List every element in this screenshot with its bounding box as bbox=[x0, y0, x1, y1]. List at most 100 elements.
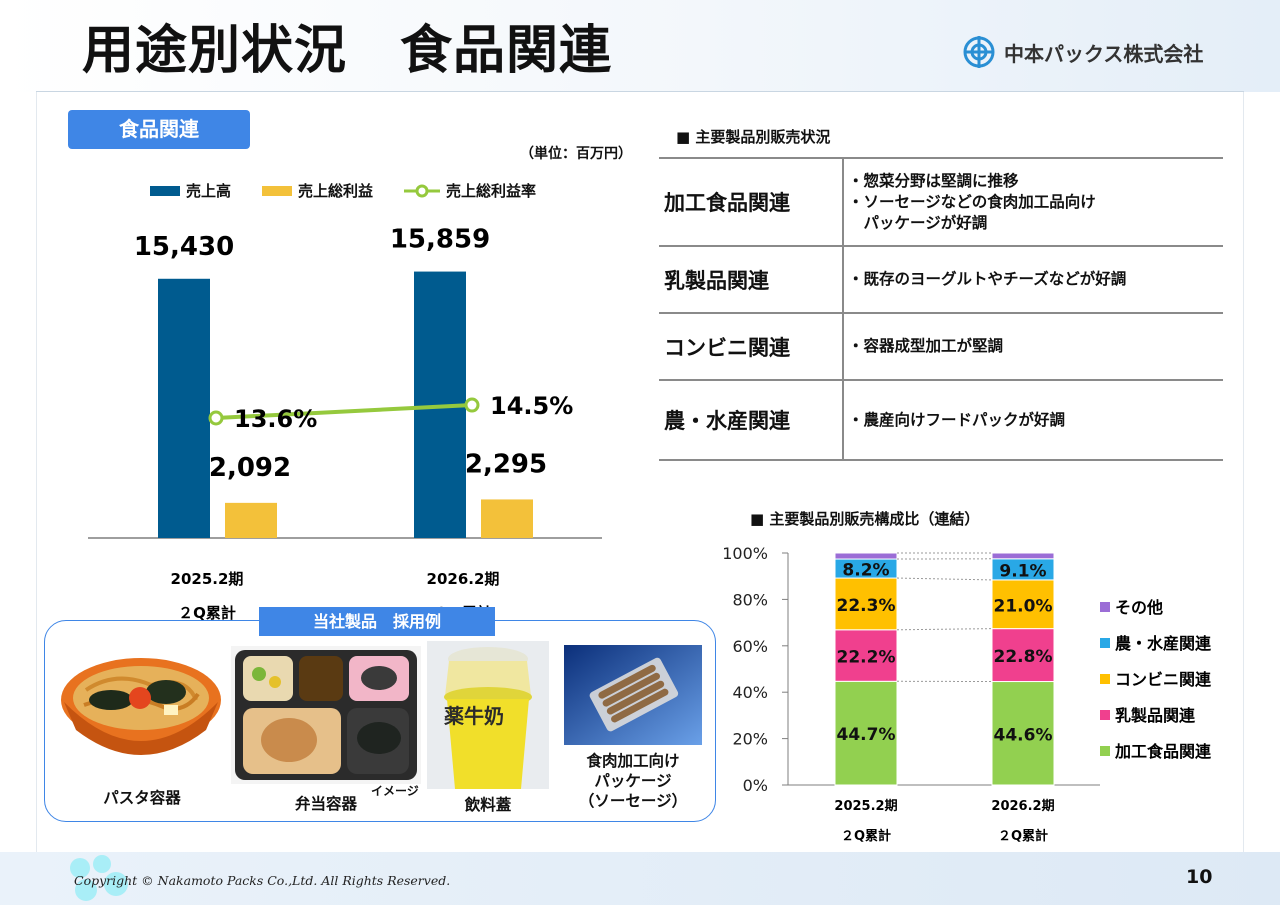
row-description: ・農産向けフードパックが好調 bbox=[843, 380, 1223, 461]
category-sublabel: ２Q累計 bbox=[178, 604, 236, 620]
stack-segment bbox=[991, 628, 1055, 683]
row-description: ・既存のヨーグルトやチーズなどが好調 bbox=[843, 246, 1223, 314]
caption-drink: 飲料蓋 bbox=[464, 796, 512, 814]
company-logo: 中本パックス株式会社 bbox=[962, 34, 1203, 70]
desc-line: ・容器成型加工が堅調 bbox=[848, 337, 1004, 355]
y-tick-label: 20% bbox=[732, 730, 768, 749]
copyright-text: Copyright © Nakamoto Packs Co.,Ltd. All … bbox=[74, 873, 451, 888]
drink-label: 薬牛奶 bbox=[444, 704, 504, 728]
examples-badge: 当社製品 採用例 bbox=[259, 607, 495, 636]
y-tick-label: 60% bbox=[732, 637, 768, 656]
table-row: コンビニ関連 ・容器成型加工が堅調 bbox=[659, 313, 1223, 381]
drink-lid-image bbox=[427, 641, 549, 789]
legend-margin-label: 売上総利益率 bbox=[446, 182, 537, 200]
segment-label: 22.2% bbox=[837, 648, 896, 668]
caption-pasta: パスタ容器 bbox=[103, 789, 181, 807]
caption-image-note: イメージ bbox=[371, 784, 419, 798]
company-logo-icon bbox=[963, 36, 995, 68]
stack-segment bbox=[834, 577, 898, 631]
margin-point bbox=[464, 397, 480, 413]
table-row: 農・水産関連 ・農産向けフードパックが好調 bbox=[659, 380, 1223, 461]
legend-margin-swatch bbox=[404, 184, 440, 197]
caption-meat: 食肉加工向け パッケージ （ソーセージ） bbox=[578, 752, 688, 810]
caption-bento: 弁当容器 bbox=[294, 795, 357, 813]
bar-label-sales: 15,859 bbox=[390, 225, 490, 255]
product-sales-table: 加工食品関連 ・惣菜分野は堅調に推移 ・ソーセージなどの食肉加工品向け パッケー… bbox=[659, 157, 1223, 461]
legend-label: 乳製品関連 bbox=[1115, 706, 1196, 725]
margin-label: 13.6% bbox=[234, 405, 317, 433]
legend-swatch bbox=[1100, 674, 1110, 684]
category-label: 2026.2期 bbox=[991, 799, 1054, 814]
legend-label: その他 bbox=[1115, 598, 1163, 617]
company-name: 中本パックス株式会社 bbox=[1004, 41, 1204, 66]
stack-segment bbox=[991, 681, 1055, 786]
left-border bbox=[36, 92, 37, 852]
row-description: ・惣菜分野は堅調に推移 ・ソーセージなどの食肉加工品向け パッケージが好調 bbox=[843, 157, 1223, 247]
bar-sales bbox=[158, 278, 210, 538]
legend-gross-profit-label: 売上総利益 bbox=[298, 182, 374, 200]
category-label: 2025.2期 bbox=[171, 570, 244, 588]
category-label: 2025.2期 bbox=[834, 799, 897, 814]
category-label: 2026.2期 bbox=[427, 570, 500, 588]
segment-label: 21.0% bbox=[994, 596, 1053, 616]
footer-decoration-icon bbox=[70, 855, 128, 901]
sales-bar-chart: 15,430 2,092 2025.2期 ２Q累計 15,859 2,295 2026.2期… bbox=[88, 225, 602, 620]
legend-label: コンビニ関連 bbox=[1115, 670, 1212, 689]
segment-label: 8.2% bbox=[842, 561, 889, 581]
stack-segment bbox=[991, 552, 1055, 560]
legend-label: 農・水産関連 bbox=[1115, 634, 1212, 653]
pasta-container-image bbox=[61, 658, 221, 755]
unit-label: （単位：百万円） bbox=[520, 146, 632, 162]
row-category: コンビニ関連 bbox=[659, 313, 844, 381]
bar-gross-profit bbox=[481, 499, 533, 538]
legend-sales: 売上高 bbox=[150, 180, 231, 201]
legend-swatch bbox=[1100, 746, 1110, 756]
bar-label-gross-profit: 2,092 bbox=[209, 453, 291, 483]
margin-line bbox=[215, 403, 473, 420]
row-category: 加工食品関連 bbox=[659, 157, 844, 247]
legend-label: 加工食品関連 bbox=[1114, 742, 1212, 761]
right-border bbox=[1243, 92, 1244, 852]
segment-label: 44.7% bbox=[837, 725, 896, 745]
desc-line: ・惣菜分野は堅調に推移 bbox=[848, 171, 1019, 190]
row-category: 乳製品関連 bbox=[659, 246, 844, 314]
page-title: 用途別状況 食品関連 bbox=[82, 21, 613, 81]
category-sublabel: ２Q累計 bbox=[998, 828, 1048, 844]
desc-line: パッケージが好調 bbox=[848, 213, 988, 232]
segment-label: 22.3% bbox=[837, 596, 896, 616]
footer-bar bbox=[0, 852, 1280, 905]
bar-label-sales: 15,430 bbox=[134, 232, 234, 262]
table-title: ■ 主要製品別販売状況 bbox=[676, 128, 831, 146]
desc-line: ・農産向けフードパックが好調 bbox=[848, 410, 1066, 429]
section-badge: 食品関連 bbox=[68, 110, 250, 149]
composition-chart-title: ■ 主要製品別販売構成比（連結） bbox=[750, 510, 980, 528]
y-tick-label: 100% bbox=[722, 544, 768, 563]
legend-margin: 売上総利益率 bbox=[402, 180, 536, 201]
legend-swatch bbox=[1100, 638, 1110, 648]
composition-stacked-chart: 0% 20% 40% 60% 80% 100% 44.7% 22.2% 22.3% 8.2% 202… bbox=[722, 544, 1212, 844]
row-description: ・容器成型加工が堅調 bbox=[843, 313, 1223, 381]
bar-gross-profit bbox=[225, 502, 277, 538]
table-row: 加工食品関連 ・惣菜分野は堅調に推移 ・ソーセージなどの食肉加工品向け パッケー… bbox=[659, 157, 1223, 247]
legend-swatch bbox=[1100, 710, 1110, 720]
legend-sales-label: 売上高 bbox=[186, 182, 232, 200]
segment-label: 22.8% bbox=[994, 647, 1053, 667]
stack-segment bbox=[834, 629, 898, 682]
table-row: 乳製品関連 ・既存のヨーグルトやチーズなどが好調 bbox=[659, 246, 1223, 314]
header-bar bbox=[0, 0, 1280, 92]
desc-line: ・既存のヨーグルトやチーズなどが好調 bbox=[848, 270, 1127, 288]
legend-swatch bbox=[1100, 602, 1110, 612]
meat-package-image bbox=[564, 645, 702, 745]
y-tick-label: 80% bbox=[732, 590, 768, 609]
bento-container-image bbox=[231, 646, 421, 784]
page-number: 10 bbox=[1186, 866, 1213, 888]
stack-segment bbox=[834, 680, 898, 786]
segment-label: 9.1% bbox=[999, 561, 1046, 581]
category-sublabel: ２Q累計 bbox=[841, 828, 891, 844]
desc-line: ・ソーセージなどの食肉加工品向け bbox=[848, 192, 1096, 211]
legend-gross-profit: 売上総利益 bbox=[262, 180, 373, 201]
margin-point bbox=[208, 410, 224, 426]
legend-sales-swatch bbox=[150, 185, 180, 196]
connector-line bbox=[896, 577, 993, 581]
y-tick-label: 0% bbox=[743, 776, 768, 795]
